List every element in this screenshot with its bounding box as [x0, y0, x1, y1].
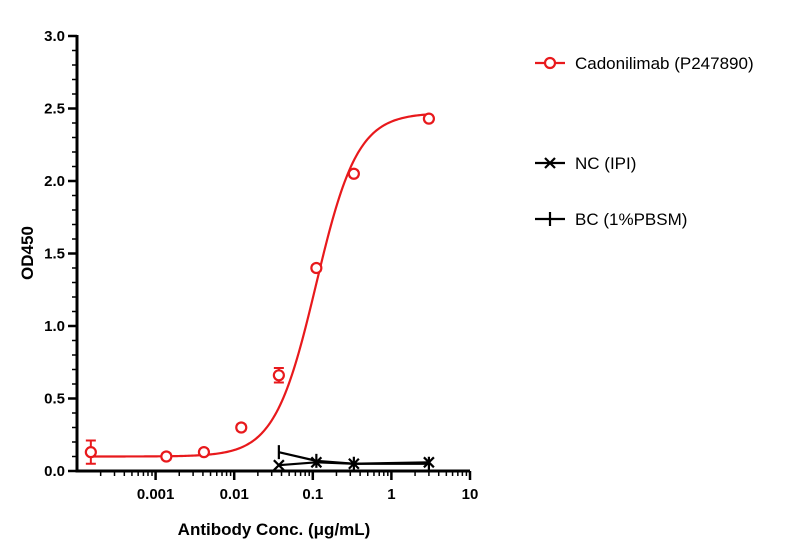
- x-tick-label: 0.1: [302, 486, 323, 503]
- data-point: [422, 112, 436, 125]
- series-line: [278, 451, 429, 465]
- data-point-shape: [272, 369, 285, 382]
- legend-marker: [543, 56, 557, 70]
- series-0: [84, 112, 436, 465]
- legend-marker-shape: [543, 56, 557, 70]
- legend-item-1: NC (IPI): [535, 154, 636, 173]
- y-tick-label: 1.0: [44, 318, 65, 335]
- data-point-shape: [273, 459, 285, 471]
- data-point-shape: [347, 167, 360, 180]
- data-point-shape: [422, 112, 436, 125]
- legend-label: BC (1%PBSM): [575, 210, 687, 229]
- x-tick-label: 1: [387, 486, 395, 503]
- data-point: [272, 369, 285, 382]
- axes: 0.0 0.5 1.0 1.5 2.0 2.5 3.0 0.001 0.01 0.1 1 10: [44, 28, 478, 503]
- data-point-shape: [235, 421, 248, 434]
- legend-item-0: Cadonilimab (P247890): [535, 54, 754, 73]
- y-tick-label: 2.0: [44, 173, 65, 190]
- data-point: [197, 446, 211, 459]
- y-tick-label: 0.5: [44, 391, 65, 408]
- y-tick-label: 3.0: [44, 28, 65, 45]
- data-point: [235, 421, 248, 434]
- x-tick-label: 0.01: [220, 486, 249, 503]
- data-point-shape: [310, 261, 323, 275]
- x-tick-label: 10: [462, 486, 479, 503]
- x-tick-label: 0.001: [137, 486, 175, 503]
- data-point-shape: [197, 446, 211, 459]
- y-axis-title: OD450: [18, 226, 37, 280]
- y-tick-label: 0.0: [44, 463, 65, 480]
- y-tick-label: 1.5: [44, 246, 65, 263]
- legend-label: Cadonilimab (P247890): [575, 54, 754, 73]
- legend-label: NC (IPI): [575, 154, 636, 173]
- data-point: [310, 261, 323, 275]
- legend-marker: [544, 157, 556, 169]
- y-tick-label: 2.5: [44, 101, 65, 118]
- data-point: [347, 167, 360, 180]
- legend-marker-shape: [544, 157, 556, 169]
- data-point: [84, 446, 97, 459]
- data-point: [160, 450, 173, 463]
- legend: Cadonilimab (P247890) NC (IPI) BC (1%PBSM): [535, 54, 754, 229]
- data-point-shape: [160, 450, 173, 463]
- fit-curve: [90, 113, 429, 458]
- data-point-shape: [84, 446, 97, 459]
- x-axis-title: Antibody Conc. (μg/mL): [178, 520, 371, 539]
- series-2: [277, 445, 431, 471]
- data-point: [273, 459, 285, 471]
- plot-area: [84, 112, 436, 471]
- legend-item-2: BC (1%PBSM): [535, 210, 687, 229]
